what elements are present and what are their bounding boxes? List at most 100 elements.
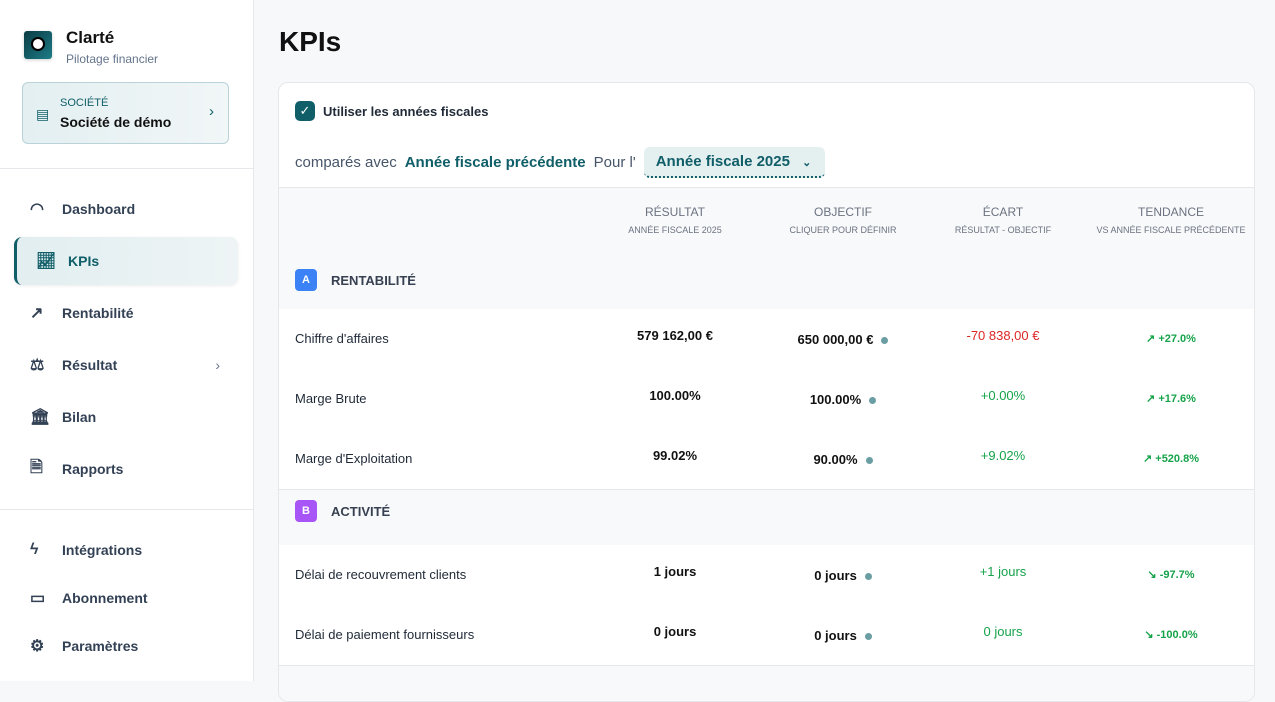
sidebar-item-dashboard[interactable]: ◠ Dashboard — [14, 185, 238, 233]
target-value: 650 000,00 € — [797, 332, 874, 347]
divider — [0, 168, 253, 169]
status-dot-icon — [864, 573, 872, 581]
status-dot-icon — [869, 397, 877, 405]
sidebar-item-résultat[interactable]: ⚖ Résultat › — [14, 341, 238, 389]
divider — [0, 509, 253, 510]
kpi-result: 579 162,00 € — [637, 328, 713, 343]
sidebar-item-label: Paramètres — [62, 638, 139, 654]
kpi-result: 99.02% — [652, 448, 698, 463]
kpi-target[interactable]: 0 jours — [758, 568, 928, 583]
status-dot-icon — [881, 337, 889, 345]
section-badge: A — [295, 269, 317, 291]
target-value: 100.00% — [809, 392, 862, 407]
kpi-name: Délai de recouvrement clients — [295, 567, 467, 582]
sidebar-item-abonnement[interactable]: ▭ Abonnement — [14, 574, 238, 622]
column-title: OBJECTIF — [813, 205, 872, 219]
kpi-trend: ↘ -100.0% — [1086, 628, 1254, 641]
trending-down-icon: ↘ — [1144, 629, 1154, 641]
compared-with-text: comparés avec — [295, 154, 397, 171]
app-logo — [24, 31, 52, 59]
bank-icon: 🏛︎ — [30, 409, 51, 426]
section-name: RENTABILITÉ — [331, 272, 416, 288]
sidebar-item-intégrations[interactable]: ϟ Intégrations — [14, 526, 238, 574]
column-header: RÉSULTAT ANNÉE FISCALE 2025 — [590, 205, 760, 238]
company-label: SOCIÉTÉ — [60, 97, 109, 109]
table-row[interactable]: Marge d'Exploitation 99.02% 90.00% +9.02… — [279, 429, 1254, 489]
chevron-right-icon: › — [215, 357, 220, 373]
sidebar-item-bilan[interactable]: 🏛︎ Bilan — [14, 393, 238, 441]
sidebar-item-paramètres[interactable]: ⚙ Paramètres — [14, 622, 238, 670]
table-row[interactable]: Délai de recouvrement clients 1 jours 0 … — [279, 545, 1254, 605]
sidebar-item-label: Rapports — [62, 461, 124, 477]
column-subtitle: RÉSULTAT - OBJECTIF — [954, 225, 1052, 235]
kpi-name: Chiffre d'affaires — [295, 331, 389, 346]
scale-icon: ⚖ — [30, 357, 45, 374]
sidebar-item-rapports[interactable]: 🗎 Rapports — [14, 445, 238, 493]
kpi-gap: +9.02% — [980, 448, 1026, 463]
kpi-card: ✓ Utiliser les années fiscales comparés … — [278, 82, 1255, 702]
kpi-target[interactable]: 90.00% — [758, 452, 928, 467]
period-select[interactable]: Année fiscale 2025 ⌄ — [643, 147, 826, 178]
status-dot-icon — [865, 457, 873, 465]
target-value: 0 jours — [814, 568, 857, 583]
kpi-result: 100.00% — [649, 388, 701, 403]
chevron-down-icon: ⌄ — [802, 157, 812, 169]
sidebar-item-label: Résultat — [62, 357, 118, 373]
column-title: RÉSULTAT — [644, 205, 705, 219]
section-badge: B — [295, 500, 317, 522]
page-title: KPIs — [279, 26, 342, 57]
comparison-selector[interactable]: Année fiscale précédente — [404, 154, 586, 171]
kpi-result: 1 jours — [653, 564, 697, 579]
trend-value: +17.6% — [1158, 393, 1196, 405]
table-row[interactable]: Chiffre d'affaires 579 162,00 € 650 000,… — [279, 309, 1254, 369]
sidebar-item-label: Dashboard — [62, 201, 136, 217]
fiscal-years-checkbox[interactable]: ✓ — [295, 101, 315, 121]
company-switcher[interactable]: ▤ SOCIÉTÉ Société de démo › — [22, 82, 229, 144]
kpi-target[interactable]: 0 jours — [758, 628, 928, 643]
kpi-name: Marge d'Exploitation — [295, 451, 413, 466]
gauge-icon: ◠ — [30, 201, 44, 218]
table-row[interactable]: Marge Brute 100.00% 100.00% +0.00% ↗ +17… — [279, 369, 1254, 429]
trending-up-icon: ↗ — [30, 305, 44, 322]
chart-line-icon: 📈︎ — [36, 253, 57, 270]
column-header: TENDANCE VS ANNÉE FISCALE PRÉCÉDENTE — [1086, 205, 1254, 238]
fiscal-years-label: Utiliser les années fiscales — [323, 104, 489, 119]
company-name: Société de démo — [60, 114, 172, 130]
trend-value: -100.0% — [1156, 629, 1198, 641]
kpi-name: Délai de paiement fournisseurs — [295, 627, 475, 642]
kpi-trend: ↗ +17.6% — [1086, 392, 1254, 405]
section-name: ACTIVITÉ — [331, 503, 391, 519]
trend-value: +27.0% — [1158, 333, 1196, 345]
status-dot-icon — [864, 633, 872, 641]
trend-value: +520.8% — [1155, 453, 1199, 465]
gear-icon: ⚙ — [30, 638, 45, 655]
app-tagline: Pilotage financier — [66, 52, 159, 66]
sidebar-item-kpis[interactable]: 📈︎ KPIs — [14, 237, 238, 285]
kpi-gap: +0.00% — [980, 388, 1026, 403]
trending-up-icon: ↗ — [1146, 393, 1156, 405]
trend-value: -97.7% — [1159, 569, 1195, 581]
building-icon: ▤ — [36, 106, 50, 122]
for-text: Pour l' — [593, 154, 636, 171]
file-check-icon: 🗎 — [30, 458, 43, 476]
target-value: 90.00% — [813, 452, 858, 467]
trending-down-icon: ↘ — [1147, 569, 1157, 581]
kpi-target[interactable]: 650 000,00 € — [758, 332, 928, 347]
target-value: 0 jours — [814, 628, 857, 643]
sidebar-item-label: Abonnement — [62, 590, 148, 606]
kpi-result: 0 jours — [653, 624, 697, 639]
kpi-gap: +1 jours — [979, 564, 1027, 579]
app-name: Clarté — [66, 28, 115, 47]
table-row[interactable]: Délai de paiement fournisseurs 0 jours 0… — [279, 605, 1254, 665]
kpi-trend: ↘ -97.7% — [1086, 568, 1254, 581]
section-title: B ACTIVITÉ — [295, 500, 390, 522]
kpi-gap: 0 jours — [983, 624, 1023, 639]
kpi-gap: -70 838,00 € — [966, 328, 1040, 343]
kpi-target[interactable]: 100.00% — [758, 392, 928, 407]
section-header — [279, 665, 1254, 701]
column-header: OBJECTIF CLIQUER POUR DÉFINIR — [758, 205, 928, 238]
column-subtitle: ANNÉE FISCALE 2025 — [628, 225, 722, 235]
section-header — [279, 489, 1254, 545]
trending-up-icon: ↗ — [1142, 453, 1153, 465]
sidebar-item-rentabilité[interactable]: ↗ Rentabilité — [14, 289, 238, 337]
